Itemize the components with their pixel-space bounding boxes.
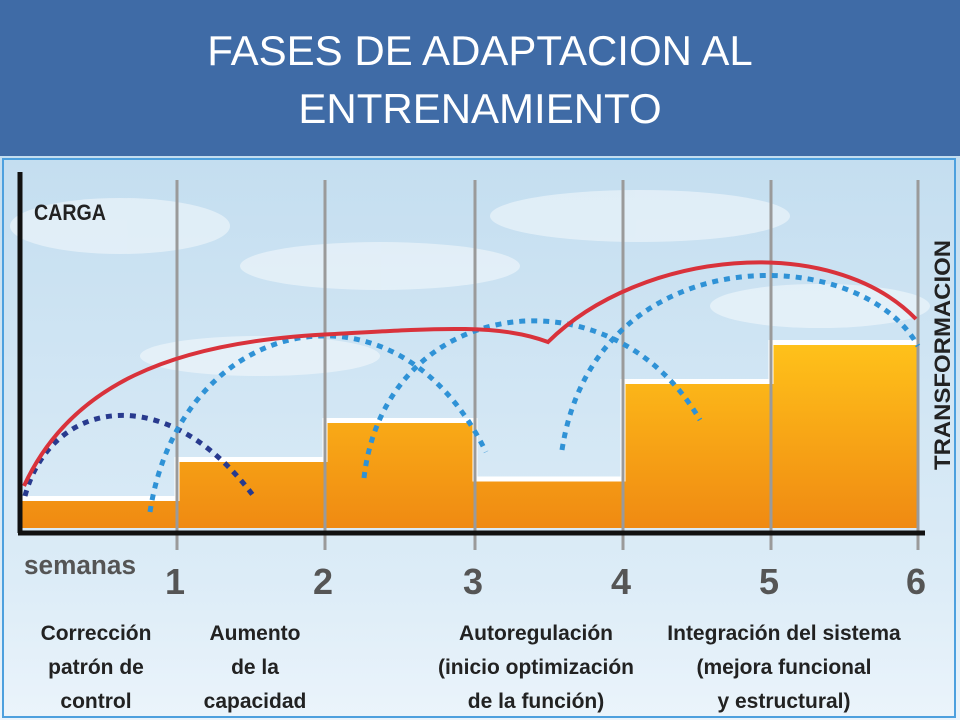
week-number-2: 2 <box>313 561 333 602</box>
phase-3-line-2: (inicio optimización <box>438 656 634 679</box>
title-line-1: FASES DE ADAPTACION AL <box>207 27 753 74</box>
phase-arc-1 <box>22 413 258 500</box>
phase-1-line-3: control <box>60 690 131 713</box>
phase-2-line-1: Aumento <box>210 622 301 645</box>
phase-2-line-3: capacidad <box>204 690 307 713</box>
phase-2-line-2: de la <box>231 656 279 679</box>
x-axis-label: semanas <box>24 550 136 580</box>
phase-arc-2 <box>147 333 489 513</box>
title-line-2: ENTRENAMIENTO <box>298 85 662 132</box>
diagram-canvas: CARGA semanas TRANSFORMACION 1 2 3 4 5 6 Corr… <box>0 156 960 720</box>
week-numbers: 1 2 3 4 5 6 <box>165 561 926 602</box>
phase-4-line-3: y estructural) <box>717 690 850 713</box>
load-steps-area <box>22 342 918 528</box>
cloud-decoration <box>10 190 930 376</box>
phase-1-line-1: Corrección <box>41 622 152 645</box>
phase-labels: Corrección patrón de control Aumento de la ca… <box>41 622 901 713</box>
week-number-1: 1 <box>165 561 185 602</box>
week-number-6: 6 <box>906 561 926 602</box>
week-number-4: 4 <box>611 561 631 602</box>
slide-title: FASES DE ADAPTACION AL ENTRENAMIENTO <box>0 22 960 138</box>
phase-4-line-1: Integración del sistema <box>667 622 901 645</box>
phase-3-line-3: de la función) <box>468 690 605 713</box>
week-lines <box>175 180 920 550</box>
transformation-label: TRANSFORMACION <box>930 240 955 470</box>
phase-4-line-2: (mejora funcional <box>696 656 871 679</box>
adaptation-phases-diagram: CARGA semanas TRANSFORMACION 1 2 3 4 5 6 Corr… <box>0 156 960 720</box>
phase-arc-3 <box>361 318 703 479</box>
slide-header: FASES DE ADAPTACION AL ENTRENAMIENTO <box>0 0 960 156</box>
phase-3-line-1: Autoregulación <box>459 622 613 645</box>
week-number-5: 5 <box>759 561 779 602</box>
y-axis-label: CARGA <box>34 200 106 225</box>
week-number-3: 3 <box>463 561 483 602</box>
phase-1-line-2: patrón de <box>48 656 144 679</box>
transformation-curve <box>22 260 918 487</box>
